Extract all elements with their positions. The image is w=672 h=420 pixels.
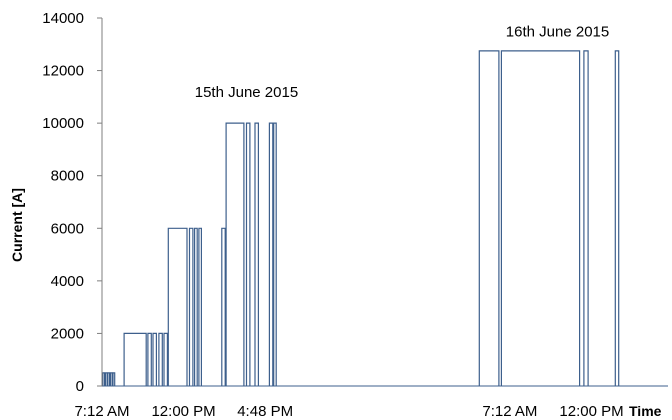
current-pulse xyxy=(167,227,188,386)
current-pulse xyxy=(478,50,500,386)
current-pulse xyxy=(147,332,152,386)
current-pulse xyxy=(254,122,259,386)
y-tick-label: 0 xyxy=(76,378,84,395)
y-tick-label: 10000 xyxy=(42,115,84,132)
y-axis-ticks: 0 2000 4000 6000 8000 10000 12000 14000 xyxy=(42,10,102,395)
current-pulse xyxy=(188,227,194,386)
current-pulse xyxy=(152,332,157,386)
current-pulse xyxy=(221,227,226,386)
current-pulse xyxy=(198,227,202,386)
current-pulse xyxy=(268,122,274,386)
x-axis-ticks: 7:12 AM 12:00 PM 4:48 PM 7:12 AM 12:00 PM xyxy=(74,403,623,420)
x-tick-label: 12:00 PM xyxy=(559,403,623,420)
y-tick-label: 2000 xyxy=(51,325,84,342)
current-pulse xyxy=(225,122,245,386)
current-pulse xyxy=(107,372,111,386)
current-pulse xyxy=(104,372,108,386)
y-tick-label: 12000 xyxy=(42,63,84,80)
x-axis-label: Time xyxy=(629,403,662,419)
current-pulse xyxy=(614,50,620,386)
current-pulse xyxy=(102,372,106,386)
x-tick-label: 7:12 AM xyxy=(74,403,129,420)
current-pulse xyxy=(158,332,163,386)
current-pulse xyxy=(163,332,168,386)
y-axis-label: Current [A] xyxy=(9,188,25,262)
current-pulse xyxy=(273,122,277,386)
current-pulse xyxy=(583,50,589,386)
current-pulse xyxy=(194,227,198,386)
annotations: 15th June 2015 16th June 2015 xyxy=(195,23,609,100)
date-annotation: 16th June 2015 xyxy=(506,23,609,40)
current-pulse xyxy=(500,50,581,386)
current-pulse xyxy=(109,372,113,386)
current-pulse xyxy=(112,372,116,386)
y-tick-label: 14000 xyxy=(42,10,84,27)
x-tick-label: 4:48 PM xyxy=(237,403,293,420)
x-tick-label: 7:12 AM xyxy=(482,403,537,420)
current-pulse xyxy=(245,122,251,386)
y-tick-label: 6000 xyxy=(51,220,84,237)
date-annotation: 15th June 2015 xyxy=(195,84,298,101)
current-pulse xyxy=(123,332,147,386)
y-tick-label: 4000 xyxy=(51,273,84,290)
plot-area xyxy=(102,50,668,387)
x-tick-label: 12:00 PM xyxy=(151,403,215,420)
y-tick-label: 8000 xyxy=(51,168,84,185)
